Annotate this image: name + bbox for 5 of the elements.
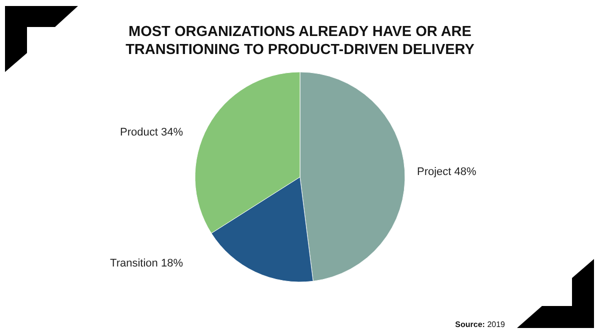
source-note: Source: 2019	[455, 320, 506, 329]
chart-title: MOST ORGANIZATIONS ALREADY HAVE OR ARE TRANSITIONING TO PRODUCT-DRIVEN DELIVERY	[126, 24, 475, 58]
slice-label: Project 48%	[417, 166, 477, 178]
slice-label: Transition 18%	[110, 257, 184, 270]
slice-label: Product 34%	[120, 126, 184, 138]
